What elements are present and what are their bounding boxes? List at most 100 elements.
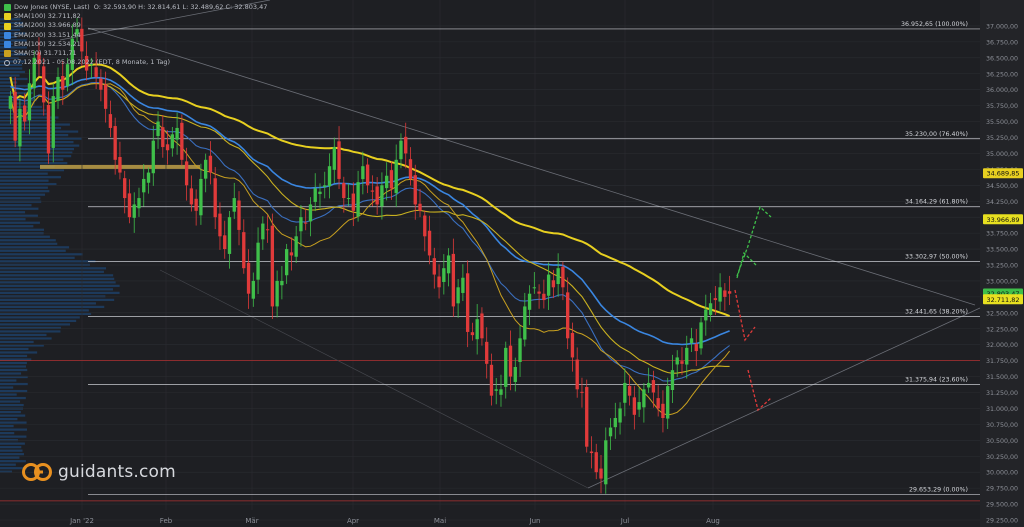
time-tick-label: Jul bbox=[620, 517, 630, 525]
candle-body bbox=[508, 345, 513, 377]
legend-indicator-row: SMA(200) 33.966,89 bbox=[4, 21, 267, 30]
volume-profile-bar bbox=[0, 225, 34, 228]
candle-body bbox=[704, 309, 708, 321]
price-tick-label: 29.500,00 bbox=[986, 502, 1018, 509]
candle-body bbox=[342, 182, 346, 199]
candle-body bbox=[689, 338, 694, 344]
volume-profile-bar bbox=[0, 176, 61, 179]
candle-body bbox=[37, 52, 41, 65]
candle-body bbox=[423, 215, 427, 237]
volume-profile-bar bbox=[0, 186, 48, 189]
volume-profile-bar bbox=[0, 309, 89, 312]
candle-body bbox=[551, 280, 556, 288]
candle-body bbox=[623, 382, 627, 403]
candle-body bbox=[246, 262, 251, 294]
ema100-line bbox=[10, 81, 730, 382]
volume-profile-bar bbox=[0, 235, 50, 238]
candle-body bbox=[175, 127, 179, 140]
volume-profile-bar bbox=[0, 60, 25, 63]
candle-body bbox=[18, 108, 22, 147]
candle-body bbox=[475, 319, 479, 340]
volume-profile-bar bbox=[0, 105, 43, 109]
legend-indicator-row: SMA(50) 31.711,71 bbox=[4, 49, 267, 58]
volume-profile-bar bbox=[0, 63, 23, 67]
candle-body bbox=[427, 230, 432, 256]
candle-body bbox=[46, 104, 51, 154]
volume-profile-bar bbox=[0, 32, 26, 35]
candle-body bbox=[532, 287, 536, 289]
volume-profile-bar bbox=[0, 207, 39, 210]
price-axis: 37.000,00 36.750,00 36.500,00 36.250,00 36.0… bbox=[986, 23, 1018, 524]
candle-body bbox=[556, 268, 560, 285]
volume-profile-bar bbox=[0, 148, 74, 151]
volume-profile-bar bbox=[0, 28, 21, 31]
candle-body bbox=[237, 200, 241, 230]
candle-body bbox=[375, 186, 379, 205]
legend-indicator: SMA(50) 31.711,71 bbox=[14, 49, 77, 58]
candle-body bbox=[637, 402, 641, 410]
volume-profile-bar bbox=[0, 98, 37, 102]
candle-body bbox=[123, 178, 127, 199]
price-badge bbox=[983, 214, 1023, 225]
legend-ohlc: O: 32.593,90 H: 32.814,61 L: 32.489,62 C… bbox=[93, 3, 268, 11]
candle-body bbox=[451, 253, 456, 307]
price-tick-label: 31.750,00 bbox=[986, 358, 1018, 365]
volume-profile-bar bbox=[0, 211, 26, 214]
volume-profile-bar bbox=[0, 155, 72, 158]
candle-body bbox=[132, 204, 136, 218]
candle-body bbox=[304, 222, 308, 224]
candle-body bbox=[442, 268, 446, 282]
candle-body bbox=[404, 136, 408, 154]
candle-body bbox=[708, 303, 713, 315]
candle-body bbox=[399, 140, 403, 160]
candle-body bbox=[232, 198, 236, 212]
volume-profile-bar bbox=[0, 361, 27, 365]
price-tick-label: 36.250,00 bbox=[986, 71, 1018, 78]
candle-body bbox=[651, 380, 656, 393]
volume-profile-bar bbox=[0, 435, 27, 438]
moving-averages bbox=[9, 63, 730, 416]
price-axis-panel bbox=[980, 0, 1024, 527]
price-tick-label: 33.500,00 bbox=[986, 247, 1018, 254]
price-badge bbox=[983, 168, 1023, 179]
volume-profile-bar bbox=[0, 228, 45, 231]
volume-profile-bar bbox=[0, 312, 92, 316]
price-tick-label: 35.000,00 bbox=[986, 151, 1018, 158]
price-tick-label: 34.500,00 bbox=[986, 183, 1018, 190]
candle-body bbox=[504, 347, 508, 387]
price-badge-label: 32.803,47 bbox=[986, 290, 1019, 298]
volume-profile-bar bbox=[0, 218, 26, 221]
candle-body bbox=[32, 57, 36, 89]
fib-level-label: 36.952,65 (100.00%) bbox=[901, 21, 968, 28]
volume-profile-bar bbox=[0, 302, 96, 305]
volume-profile-bar bbox=[0, 417, 18, 421]
candle-body bbox=[594, 452, 598, 473]
volume-profile-bar bbox=[0, 330, 61, 333]
volume-profile-bar bbox=[0, 200, 42, 203]
candle-body bbox=[337, 141, 341, 179]
candle-body bbox=[570, 332, 575, 358]
candle-body bbox=[485, 341, 489, 364]
candle-body bbox=[513, 367, 517, 382]
candle-body bbox=[99, 78, 103, 90]
price-badge bbox=[983, 294, 1023, 305]
legend-swatch bbox=[4, 50, 11, 58]
volume-profile-bar bbox=[0, 379, 17, 382]
candle-body bbox=[161, 127, 165, 148]
volume-profile-bar bbox=[0, 456, 20, 459]
candle-body bbox=[103, 84, 108, 109]
candle-body bbox=[251, 280, 255, 299]
candle-body bbox=[646, 382, 651, 388]
candle-body bbox=[604, 440, 608, 485]
volume-profile-bar bbox=[0, 67, 23, 70]
fib-level-label: 29.653,29 (0.00%) bbox=[909, 486, 968, 493]
volume-profile-bar bbox=[0, 453, 24, 456]
candle-body bbox=[284, 249, 289, 276]
volume-profile-bar bbox=[0, 386, 14, 389]
candle-body bbox=[56, 76, 60, 101]
price-tick-label: 31.500,00 bbox=[986, 374, 1018, 381]
volume-profile-bar bbox=[0, 442, 25, 445]
volume-profile-bar bbox=[0, 319, 77, 323]
